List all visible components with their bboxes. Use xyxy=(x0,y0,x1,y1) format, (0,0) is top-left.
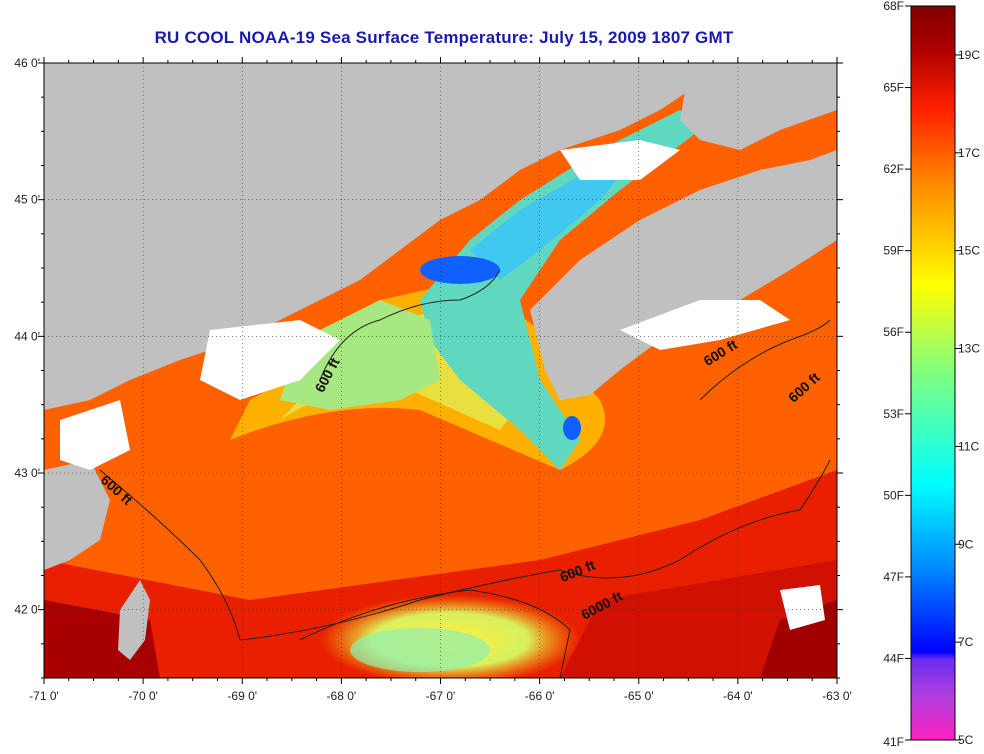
contour-600ft-south xyxy=(99,459,831,641)
ocean-cold-plume xyxy=(420,110,700,470)
cloud-west xyxy=(60,400,130,470)
ocean-green-west xyxy=(280,300,440,410)
cb-f-label-6: 50F xyxy=(883,488,904,502)
cb-f-label-7: 47F xyxy=(883,570,904,584)
lat-tick-label-2: 44 0' xyxy=(14,329,40,343)
cold-spot-north xyxy=(420,256,500,284)
lat-tick-label-3: 43 0' xyxy=(14,466,40,480)
land-maine xyxy=(44,63,700,410)
lon-tick-label-0: -71 0' xyxy=(29,689,59,703)
cb-c-label-7: 5C xyxy=(958,733,974,747)
cb-c-label-6: 7C xyxy=(958,635,974,649)
cb-c-label-5: 9C xyxy=(958,537,974,551)
contour-600ft-north xyxy=(319,269,501,381)
ring-center xyxy=(350,628,490,672)
cold-spot-south xyxy=(563,416,581,440)
ocean-warm-southeast xyxy=(560,560,837,678)
colorbar-gradient xyxy=(910,5,956,741)
cloud-maine-coast xyxy=(200,320,340,400)
land-new-brunswick xyxy=(680,63,837,150)
lon-tick-label-1: -70 0' xyxy=(128,689,158,703)
lon-tick-label-6: -65 0' xyxy=(624,689,654,703)
cb-f-label-2: 62F xyxy=(883,162,904,176)
lat-tick-label-0: 46 0' xyxy=(14,56,40,70)
cloud-nova-scotia xyxy=(620,300,790,350)
land-massachusetts xyxy=(44,460,110,570)
cloud-east xyxy=(780,585,825,630)
cb-f-label-8: 44F xyxy=(883,651,904,665)
lat-tick-label-1: 45 0' xyxy=(14,193,40,207)
cb-c-label-4: 11C xyxy=(958,439,979,453)
cloud-fundy xyxy=(560,140,680,180)
cb-c-label-3: 13C xyxy=(958,342,980,356)
colorbar: 68F 65F 62F 59F 56F 53F 50F 47F 44F 41F 19C 17C 15C 1… xyxy=(883,0,980,749)
cb-f-label-5: 53F xyxy=(883,407,904,421)
graticule xyxy=(44,63,837,678)
cb-c-label-0: 19C xyxy=(958,48,980,62)
axis-ticks: -71 0' -70 0' -69 0' -68 0' -67 0' -66 0' -65 … xyxy=(14,56,851,703)
lon-tick-label-3: -68 0' xyxy=(327,689,357,703)
lon-tick-label-4: -67 0' xyxy=(426,689,456,703)
lon-tick-label-7: -64 0' xyxy=(723,689,753,703)
land-cape-cod xyxy=(118,580,150,660)
lon-tick-label-5: -66 0' xyxy=(525,689,555,703)
lon-tick-label-8: -63 0' xyxy=(822,689,852,703)
cb-f-label-1: 65F xyxy=(883,81,904,95)
cb-f-label-9: 41F xyxy=(883,735,904,749)
chart-title: RU COOL NOAA-19 Sea Surface Temperature:… xyxy=(154,28,734,47)
map-field xyxy=(44,63,837,678)
cb-c-label-1: 17C xyxy=(958,146,980,160)
contour-600ft-east xyxy=(699,319,831,401)
cb-c-label-2: 15C xyxy=(958,244,980,258)
land-nova-scotia xyxy=(530,150,837,400)
lat-tick-label-4: 42 0' xyxy=(14,603,40,617)
cb-f-label-0: 68F xyxy=(883,0,904,13)
colorbar-labels: 68F 65F 62F 59F 56F 53F 50F 47F 44F 41F 19C 17C 15C 1… xyxy=(883,0,980,749)
cb-f-label-4: 56F xyxy=(883,325,904,339)
contour-6000ft xyxy=(299,589,571,678)
cb-f-label-3: 59F xyxy=(883,244,904,258)
lon-tick-label-2: -69 0' xyxy=(227,689,257,703)
